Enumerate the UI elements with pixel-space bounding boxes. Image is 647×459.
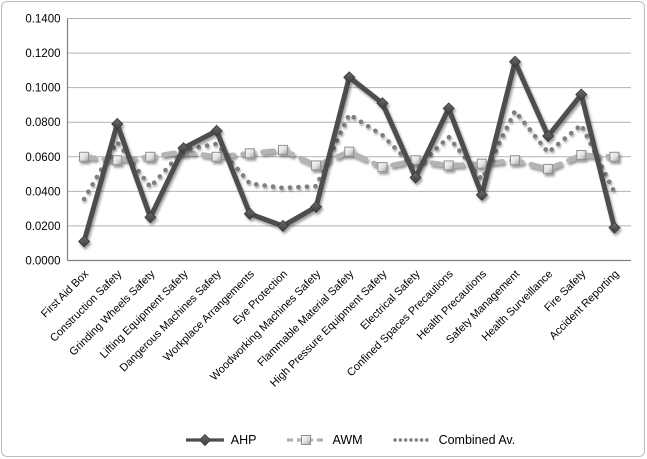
ahp-diamond-marker xyxy=(376,97,389,110)
awm-square-marker xyxy=(277,144,288,155)
ahp-diamond-marker xyxy=(310,200,323,213)
chart-legend: AHP AWM Combined Av. xyxy=(68,433,632,447)
y-axis-tick-label: 0.0800 xyxy=(25,117,60,129)
y-axis-tick-label: 0.1000 xyxy=(25,83,60,95)
ahp-diamond-marker xyxy=(475,188,488,201)
awm-square-marker xyxy=(377,162,388,173)
series-ahp xyxy=(78,55,621,248)
awm-square-marker xyxy=(609,151,620,162)
y-axis-tick-label: 0.1400 xyxy=(25,14,60,26)
ahp-diamond-marker xyxy=(442,102,455,115)
gridlines xyxy=(67,18,631,227)
ahp-diamond-marker xyxy=(243,207,256,220)
legend-label-combined-av: Combined Av. xyxy=(438,433,516,447)
ahp-series-marker-icon xyxy=(185,433,224,447)
awm-square-marker xyxy=(509,155,520,166)
combined-av-series-marker-icon xyxy=(392,438,433,442)
ahp-diamond-marker xyxy=(343,71,356,84)
ahp-diamond-marker xyxy=(177,142,190,155)
ahp-diamond-marker xyxy=(276,219,290,232)
ahp-diamond-marker xyxy=(111,117,124,131)
awm-square-marker xyxy=(311,160,322,171)
awm-square-marker xyxy=(543,163,554,174)
ahp-diamond-marker xyxy=(542,129,555,143)
series-awm xyxy=(79,144,620,174)
awm-square-marker xyxy=(344,146,355,157)
x-axis-category-label: Electrical Safety xyxy=(358,268,423,333)
ahp-diamond-marker xyxy=(210,124,223,137)
y-axis-tick-label: 0.0000 xyxy=(25,256,60,268)
awm-series-marker-icon xyxy=(287,435,326,445)
ahp-diamond-marker xyxy=(409,171,422,184)
y-axis-tick-label: 0.0200 xyxy=(25,221,60,233)
legend-item-combined-av: Combined Av. xyxy=(392,433,516,447)
awm-square-marker xyxy=(410,155,421,166)
ahp-diamond-marker xyxy=(508,55,522,68)
awm-square-marker xyxy=(211,151,222,162)
legend-item-awm: AWM xyxy=(286,433,363,447)
ahp-diamond-marker xyxy=(144,211,157,224)
y-axis-tick-label: 0.1200 xyxy=(25,48,60,60)
legend-label-awm: AWM xyxy=(332,433,363,447)
awm-square-marker xyxy=(145,151,156,162)
awm-square-marker xyxy=(112,155,123,166)
ahp-diamond-marker xyxy=(575,88,588,101)
legend-item-ahp: AHP xyxy=(185,433,257,447)
ahp-diamond-marker xyxy=(78,235,91,248)
y-axis-tick-label: 0.0600 xyxy=(25,152,60,164)
ahp-diamond-marker xyxy=(608,221,621,234)
awm-square-marker xyxy=(476,158,487,169)
awm-square-marker xyxy=(244,148,255,159)
awm-square-marker xyxy=(576,150,587,161)
y-axis-tick-label: 0.0400 xyxy=(25,186,60,198)
legend-diamond xyxy=(198,433,211,447)
awm-square-marker xyxy=(443,160,454,171)
combined-av-dotted-line xyxy=(81,108,617,202)
legend-square xyxy=(301,435,312,445)
series-combined-av xyxy=(81,108,617,202)
legend-label-ahp: AHP xyxy=(230,433,257,447)
awm-square-marker xyxy=(79,151,90,162)
